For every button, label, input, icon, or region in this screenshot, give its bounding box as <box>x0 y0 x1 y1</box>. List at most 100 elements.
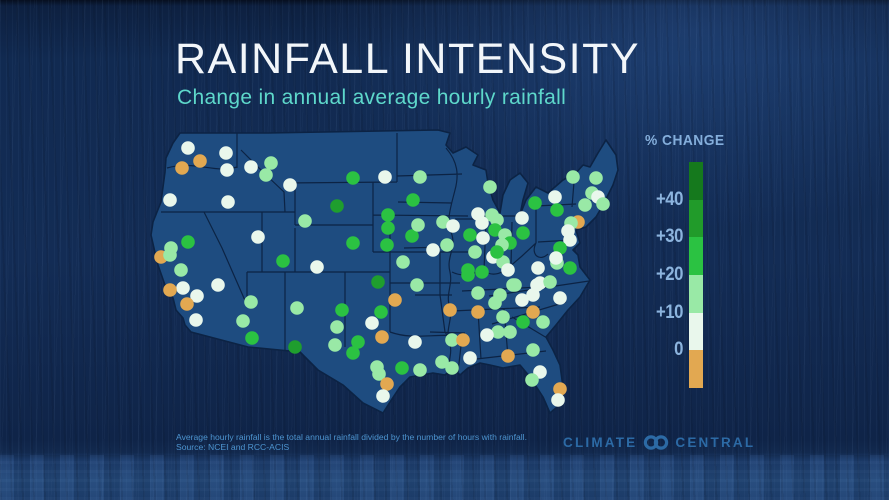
data-point <box>578 198 592 212</box>
legend-tick-label: +20 <box>655 264 683 285</box>
page-subtitle: Change in annual average hourly rainfall <box>177 86 567 109</box>
data-point <box>221 195 235 209</box>
us-map-outline <box>150 129 619 414</box>
data-point <box>516 226 530 240</box>
data-point <box>501 349 515 363</box>
data-point <box>501 263 515 277</box>
data-point <box>346 346 360 360</box>
data-point <box>553 291 567 305</box>
data-point <box>551 393 565 407</box>
data-point <box>526 305 540 319</box>
legend-tick-label: +10 <box>655 301 683 323</box>
data-point <box>406 193 420 207</box>
data-point <box>335 303 349 317</box>
data-point <box>163 248 177 262</box>
data-point <box>443 303 457 317</box>
logo-text-climate: CLIMATE <box>563 435 638 450</box>
data-point <box>174 263 188 277</box>
data-point <box>264 156 278 170</box>
data-point <box>493 288 507 302</box>
climate-central-logo: CLIMATE CENTRAL <box>563 435 755 450</box>
legend-segment <box>689 350 703 389</box>
data-point <box>244 295 258 309</box>
data-point <box>530 278 544 292</box>
data-point <box>410 278 424 292</box>
legend-title: % CHANGE <box>645 132 725 149</box>
data-point <box>163 283 177 297</box>
data-point <box>395 361 409 375</box>
data-point <box>378 170 392 184</box>
data-point <box>508 278 522 292</box>
data-point <box>543 275 557 289</box>
data-point <box>411 218 425 232</box>
data-point <box>330 320 344 334</box>
data-point <box>189 313 203 327</box>
legend-segment <box>689 162 703 200</box>
data-point <box>483 180 497 194</box>
data-point <box>375 330 389 344</box>
data-point <box>503 325 517 339</box>
data-point <box>563 261 577 275</box>
data-point <box>563 233 577 247</box>
data-point <box>515 211 529 225</box>
data-point <box>435 355 449 369</box>
data-point <box>219 146 233 160</box>
data-point <box>405 229 419 243</box>
data-point <box>490 245 504 259</box>
data-point <box>288 340 302 354</box>
data-point <box>259 168 273 182</box>
data-point <box>516 315 530 329</box>
data-point <box>163 193 177 207</box>
legend-body: +40 +30 +20 +10 0 <box>645 162 755 389</box>
data-point <box>480 328 494 342</box>
data-point <box>536 315 550 329</box>
data-point <box>471 305 485 319</box>
data-point <box>553 382 567 396</box>
data-point <box>515 293 529 307</box>
legend-segment <box>689 199 703 238</box>
legend-color-bar <box>689 162 703 389</box>
data-point <box>376 389 390 403</box>
data-point <box>290 301 304 315</box>
data-point <box>475 265 489 279</box>
data-point <box>549 251 563 265</box>
data-point <box>298 214 312 228</box>
data-point <box>365 316 379 330</box>
data-point <box>175 161 189 175</box>
data-point <box>251 230 265 244</box>
data-point <box>445 361 459 375</box>
footnote-line2: Source: NCEI and RCC-ACIS <box>176 442 290 453</box>
legend-tick-label: +40 <box>655 188 683 210</box>
data-point <box>351 335 365 349</box>
data-point <box>531 261 545 275</box>
logo-text-central: CENTRAL <box>675 435 756 450</box>
data-point <box>446 219 460 233</box>
data-point <box>330 199 344 213</box>
legend-tick-label: +30 <box>655 226 683 248</box>
data-point <box>388 293 402 307</box>
data-point <box>181 141 195 155</box>
data-point <box>463 351 477 365</box>
data-point <box>220 163 234 177</box>
data-point <box>413 363 427 377</box>
data-point <box>372 367 386 381</box>
data-point <box>276 254 290 268</box>
legend: % CHANGE +40 +30 +20 +10 0 <box>645 132 755 389</box>
data-point <box>408 335 422 349</box>
data-point <box>381 221 395 235</box>
data-point <box>440 238 454 252</box>
data-point <box>396 255 410 269</box>
data-point <box>346 171 360 185</box>
data-point <box>566 170 580 184</box>
data-point <box>491 325 505 339</box>
data-point <box>371 275 385 289</box>
data-point <box>374 305 388 319</box>
data-point <box>589 171 603 185</box>
legend-segment <box>689 275 703 313</box>
data-point <box>346 236 360 250</box>
data-point <box>496 310 510 324</box>
data-point <box>475 216 489 230</box>
legend-segment <box>689 312 703 351</box>
footnote: Average hourly rainfall is the total ann… <box>176 432 527 453</box>
